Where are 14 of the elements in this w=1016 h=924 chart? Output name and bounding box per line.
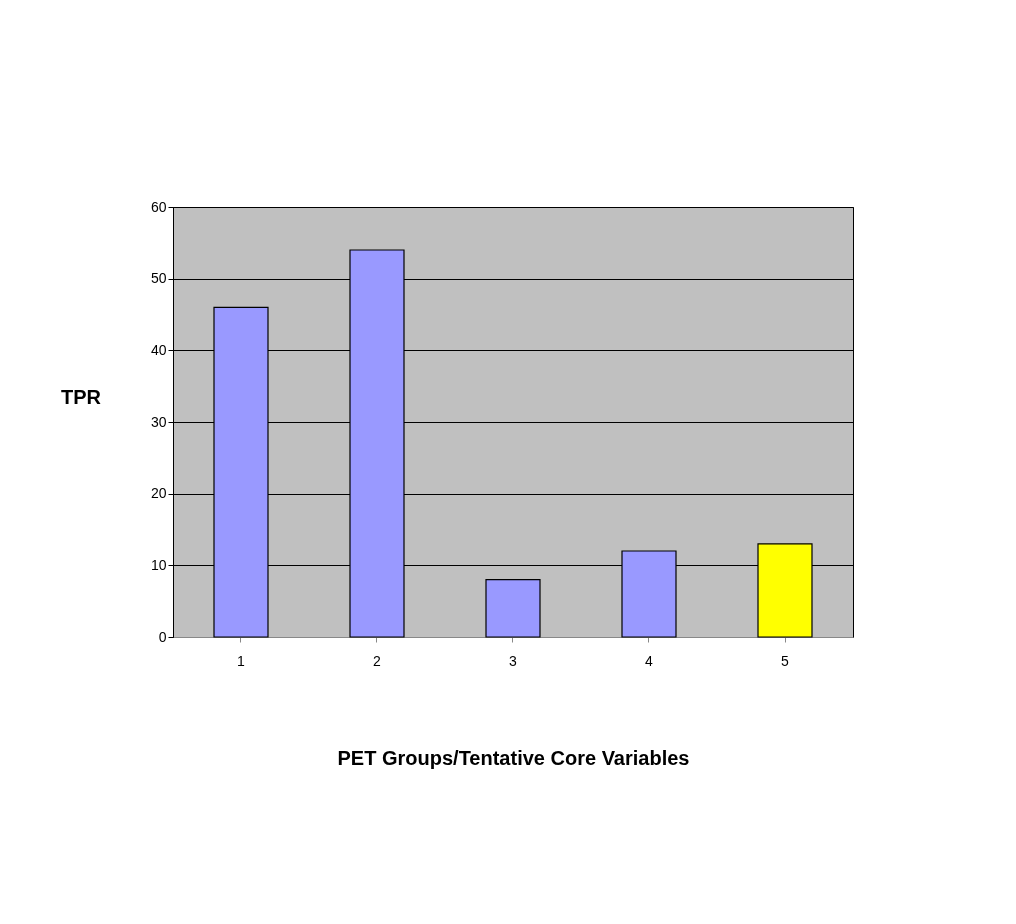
x-tick-label: 2 — [373, 652, 382, 669]
y-tick-label: 30 — [150, 413, 167, 430]
y-tick-label: 20 — [150, 485, 167, 502]
x-tick-label: 4 — [645, 652, 654, 669]
y-tick-label: 0 — [158, 628, 167, 645]
y-tick-label: 40 — [150, 341, 167, 358]
y-axis-title: TPR — [60, 385, 102, 408]
y-tick-label: 10 — [150, 556, 167, 573]
x-tick-label: 1 — [237, 652, 246, 669]
x-tick-label: 3 — [509, 652, 518, 669]
x-tick-label: 5 — [781, 652, 790, 669]
x-axis-title: PET Groups/Tentative Core Variables — [337, 746, 690, 769]
y-tick-label: 60 — [150, 198, 167, 215]
y-tick-label: 50 — [150, 270, 167, 287]
